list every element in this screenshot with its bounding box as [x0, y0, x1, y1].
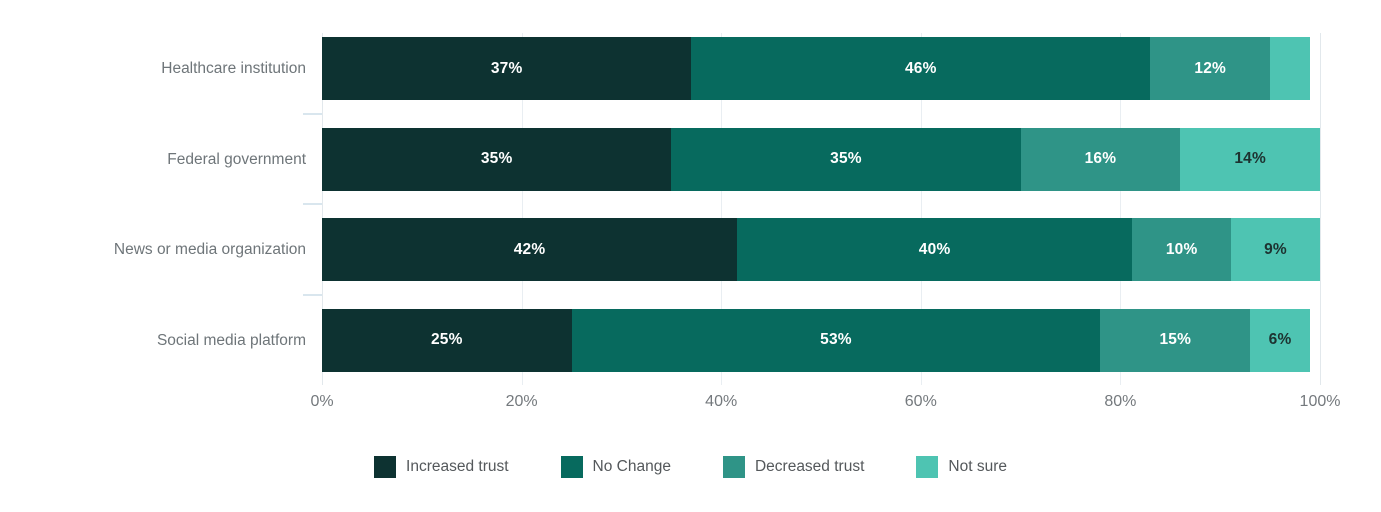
- bar-row-social-media-platform: 25% 53% 15% 6%: [322, 308, 1320, 372]
- legend-swatch-decreased-trust: [722, 456, 745, 478]
- legend-swatch-no-change: [560, 456, 583, 478]
- category-tick: [303, 112, 322, 115]
- legend-label: Decreased trust: [754, 458, 865, 475]
- gridline-20: [521, 33, 523, 385]
- segment-no-change: 40%: [737, 218, 1133, 281]
- legend-label: Not sure: [948, 458, 1007, 475]
- category-label: Social media platform: [156, 331, 306, 349]
- legend-swatch-increased-trust: [374, 456, 397, 478]
- bar-row-federal-government: 35% 35% 16% 14%: [322, 127, 1320, 191]
- segment-decreased-trust: 10%: [1132, 218, 1232, 281]
- segment-no-change: 46%: [691, 37, 1151, 100]
- segment-not-sure: 14%: [1180, 127, 1320, 191]
- category-label: Healthcare institution: [161, 60, 306, 77]
- gridline-0: [322, 33, 323, 385]
- bar-row-healthcare-institution: 37% 46% 12%: [322, 37, 1320, 100]
- segment-no-change: 53%: [571, 308, 1101, 372]
- gridline-80: [1120, 33, 1122, 385]
- legend-label: Increased trust: [406, 458, 509, 475]
- category-label: News or media organization: [113, 241, 306, 258]
- segment-increased-trust: 42%: [322, 218, 737, 281]
- plot-area: 37% 46% 12% 35% 35% 16% 14% 42% 40% 10% 9% 25% 53% 15…: [322, 30, 1321, 385]
- x-tick-label: 80%: [1104, 393, 1137, 410]
- category-tick: [303, 203, 322, 206]
- segment-not-sure: [1270, 37, 1310, 100]
- x-tick-label: 60%: [904, 393, 937, 410]
- x-tick-label: 20%: [505, 393, 538, 410]
- category-tick: [303, 293, 322, 296]
- segment-decreased-trust: 15%: [1100, 308, 1251, 372]
- segment-increased-trust: 25%: [322, 308, 572, 372]
- segment-decreased-trust: 12%: [1150, 37, 1271, 100]
- gridline-100: [1320, 33, 1321, 385]
- segment-no-change: 35%: [671, 127, 1021, 191]
- legend-item-no-change: No Change: [560, 456, 671, 478]
- legend: Increased trust No Change Decreased trust N…: [0, 452, 1381, 482]
- segment-not-sure: 9%: [1231, 218, 1320, 281]
- legend-label: No Change: [592, 458, 671, 475]
- category-label: Federal government: [167, 150, 306, 168]
- bar-row-news-or-media-organization: 42% 40% 10% 9%: [322, 218, 1320, 281]
- legend-item-decreased-trust: Decreased trust: [722, 456, 865, 478]
- segment-not-sure: 6%: [1250, 308, 1310, 372]
- legend-swatch-not-sure: [916, 456, 939, 478]
- x-tick-label: 40%: [705, 393, 738, 410]
- legend-item-increased-trust: Increased trust: [374, 456, 509, 478]
- x-tick-label: 100%: [1299, 393, 1341, 410]
- legend-item-not-sure: Not sure: [916, 456, 1007, 478]
- gridline-40: [721, 33, 723, 385]
- segment-increased-trust: 37%: [322, 37, 692, 100]
- x-tick-label: 0%: [310, 393, 334, 410]
- gridline-60: [920, 33, 922, 385]
- segment-increased-trust: 35%: [322, 127, 672, 191]
- segment-decreased-trust: 16%: [1020, 127, 1181, 191]
